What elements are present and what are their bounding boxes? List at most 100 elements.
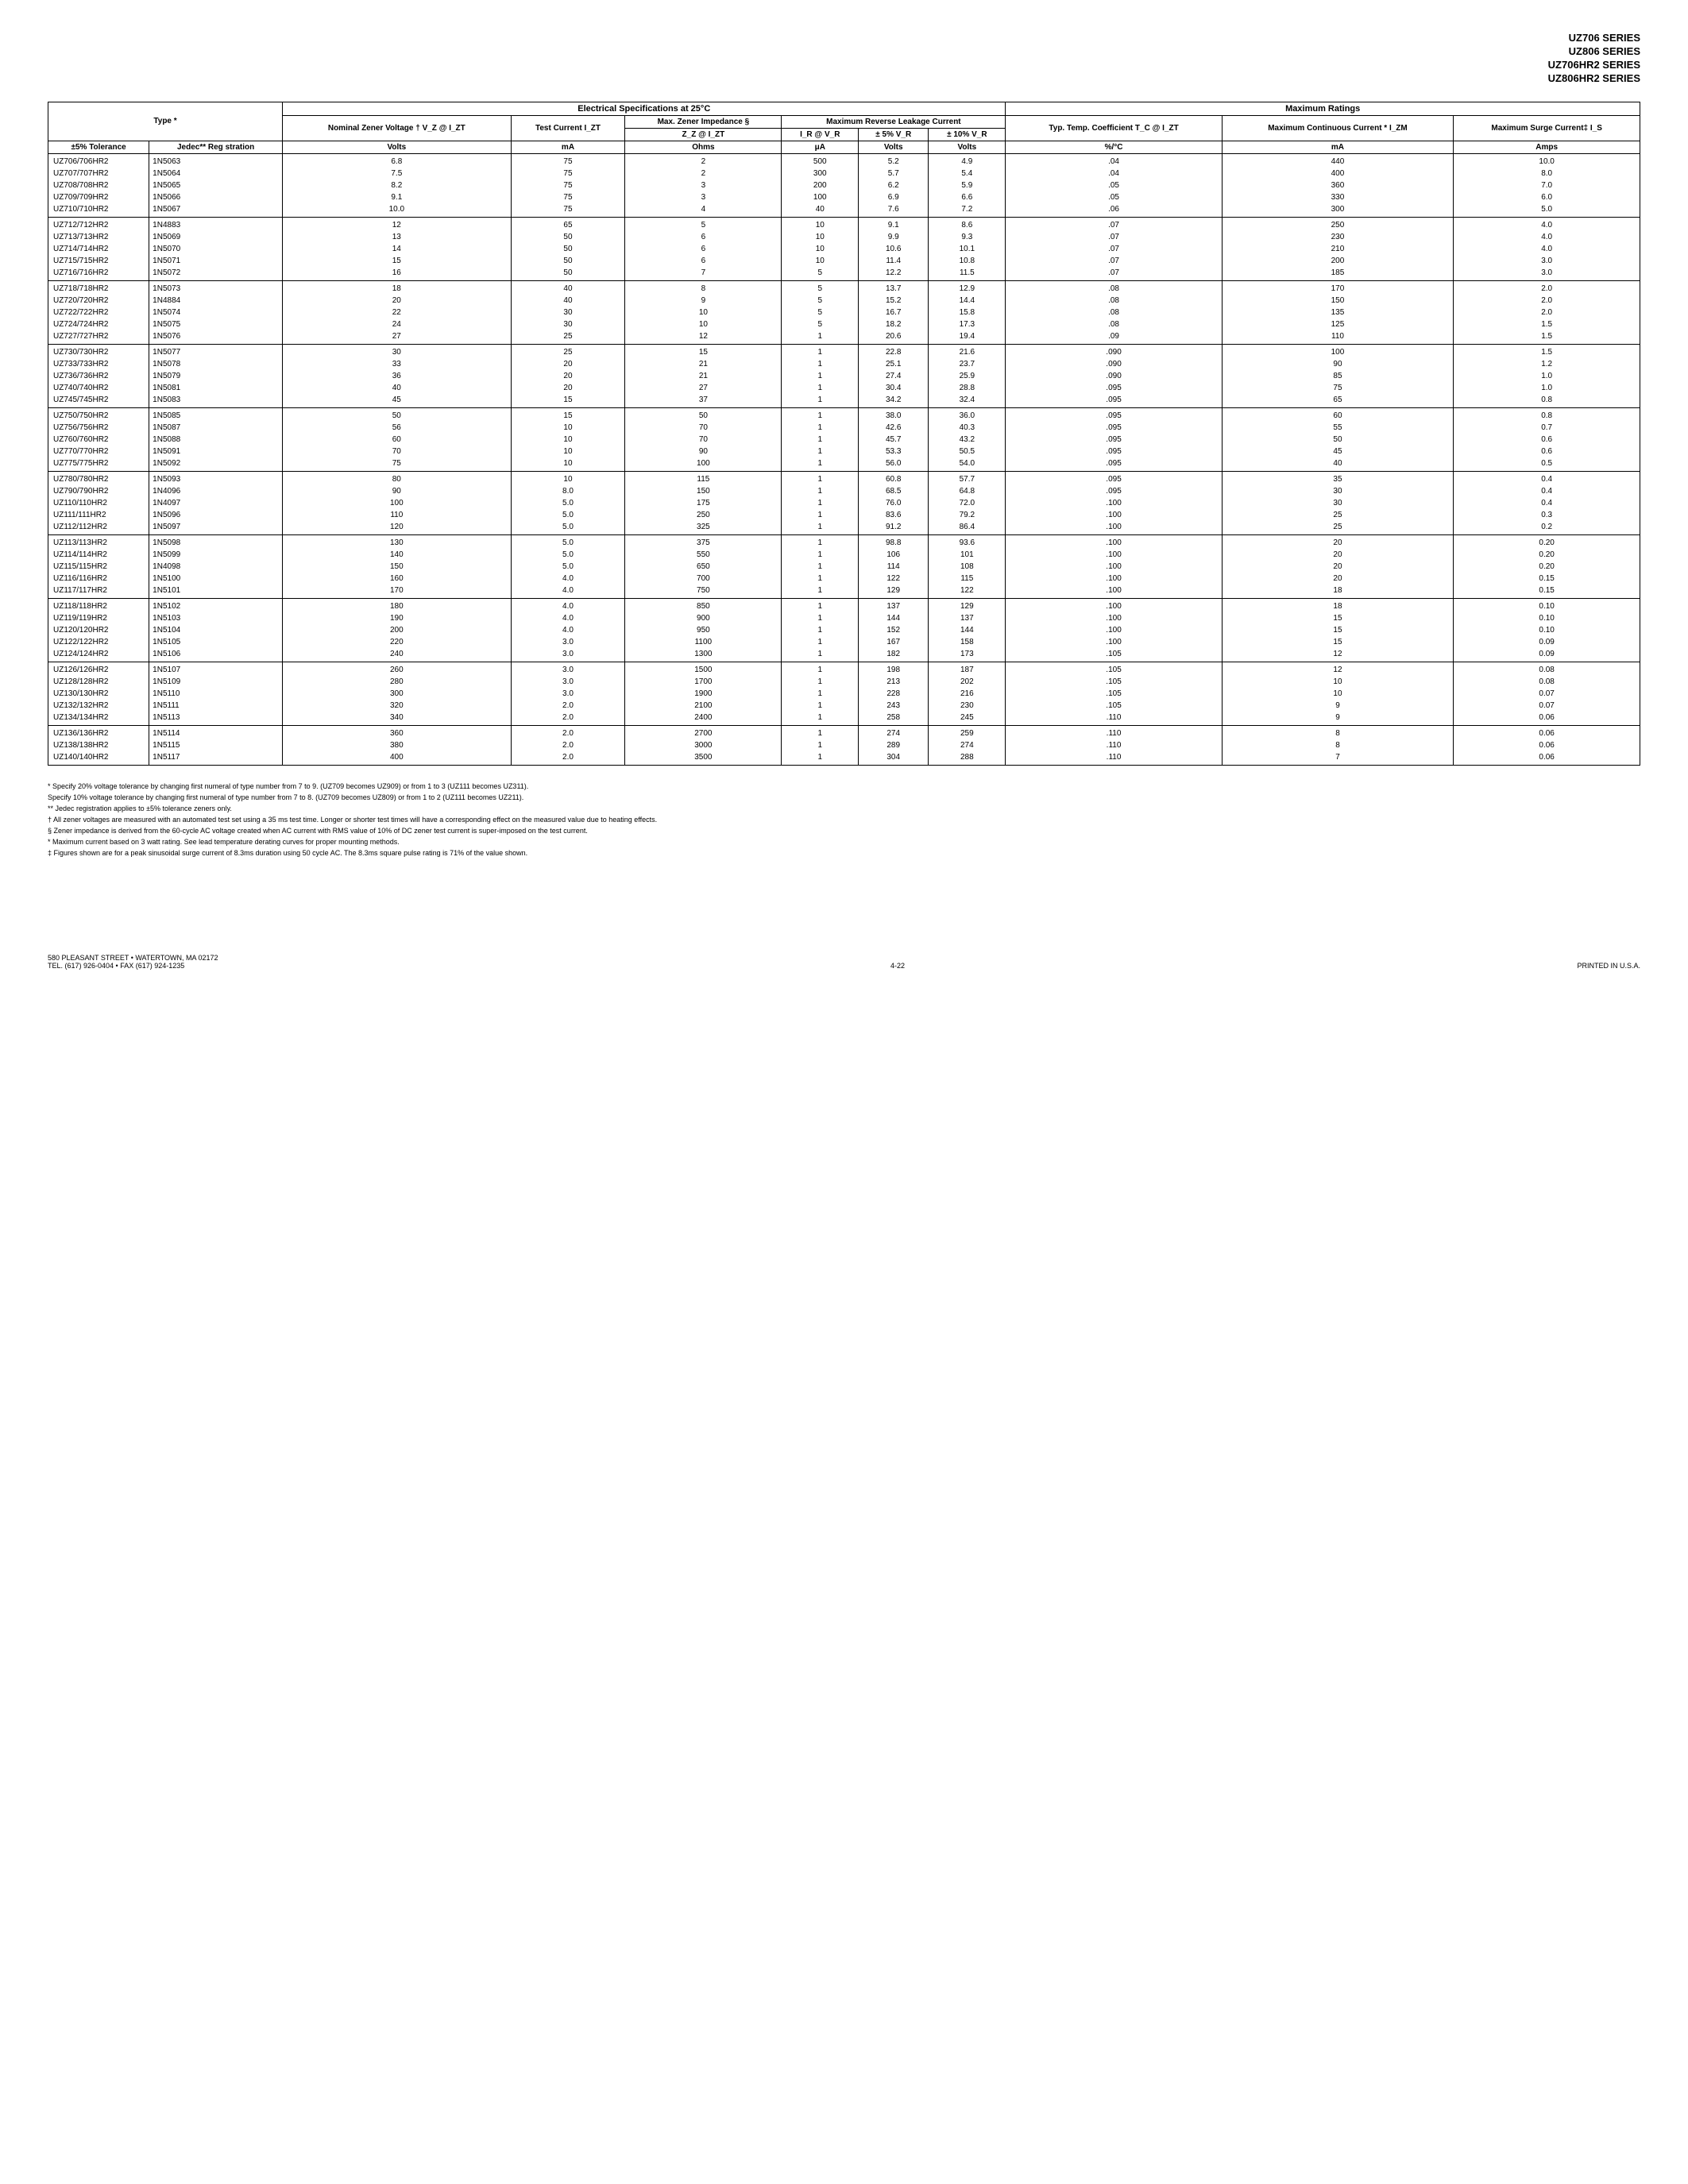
table-cell: 75: [1222, 382, 1454, 394]
table-cell: 7.0: [1454, 179, 1640, 191]
table-cell: 1N5099: [149, 549, 283, 561]
table-cell: 3: [625, 191, 782, 203]
table-cell: UZ707/707HR2: [48, 168, 149, 179]
col-impedance: Max. Zener Impedance §: [625, 115, 782, 128]
table-cell: 25.1: [859, 358, 929, 370]
elec-spec-header: Electrical Specifications at 25°C: [283, 102, 1006, 115]
table-cell: .105: [1006, 662, 1222, 676]
table-cell: 22.8: [859, 344, 929, 358]
table-cell: 8.2: [283, 179, 511, 191]
table-cell: 340: [283, 712, 511, 726]
table-cell: 56.0: [859, 457, 929, 472]
table-cell: .110: [1006, 712, 1222, 726]
table-row: UZ126/126HR21N51072603.015001198187.1051…: [48, 662, 1640, 676]
table-cell: 54.0: [929, 457, 1006, 472]
table-cell: .07: [1006, 243, 1222, 255]
table-row: UZ111/111HR21N50961105.0250183.679.2.100…: [48, 509, 1640, 521]
col-tempco: Typ. Temp. Coefficient T_C @ I_ZT: [1006, 115, 1222, 141]
table-cell: 70: [283, 446, 511, 457]
table-cell: 1: [782, 585, 859, 599]
table-cell: 1300: [625, 648, 782, 662]
table-row: UZ115/115HR21N40981505.06501114108.10020…: [48, 561, 1640, 573]
table-cell: 0.7: [1454, 422, 1640, 434]
table-row: UZ720/720HR21N488420409515.214.4.081502.…: [48, 295, 1640, 307]
table-cell: 85: [1222, 370, 1454, 382]
table-cell: 90: [1222, 358, 1454, 370]
table-cell: UZ138/138HR2: [48, 739, 149, 751]
table-cell: 1N5077: [149, 344, 283, 358]
table-cell: UZ119/119HR2: [48, 612, 149, 624]
table-cell: 1N5092: [149, 457, 283, 472]
table-cell: 1N5093: [149, 471, 283, 485]
table-cell: 1N5075: [149, 318, 283, 330]
table-cell: 173: [929, 648, 1006, 662]
table-cell: 45: [283, 394, 511, 408]
table-cell: 1N5105: [149, 636, 283, 648]
table-cell: 650: [625, 561, 782, 573]
col-max-cont: Maximum Continuous Current * I_ZM: [1222, 115, 1454, 141]
table-cell: 2.0: [1454, 295, 1640, 307]
table-cell: 152: [859, 624, 929, 636]
table-cell: 1N5111: [149, 700, 283, 712]
table-cell: 20: [511, 382, 625, 394]
table-cell: 2.0: [511, 700, 625, 712]
table-cell: 1N5067: [149, 203, 283, 218]
table-row: UZ710/710HR21N506710.0754407.67.2.063005…: [48, 203, 1640, 218]
table-cell: .07: [1006, 217, 1222, 231]
table-cell: 0.6: [1454, 446, 1640, 457]
table-cell: 1: [782, 648, 859, 662]
table-cell: 500: [782, 153, 859, 168]
table-cell: 280: [283, 676, 511, 688]
table-cell: 42.6: [859, 422, 929, 434]
table-cell: .100: [1006, 497, 1222, 509]
table-cell: 15: [625, 344, 782, 358]
table-cell: 1N5087: [149, 422, 283, 434]
table-cell: .095: [1006, 382, 1222, 394]
table-row: UZ118/118HR21N51021804.08501137129.10018…: [48, 598, 1640, 612]
table-cell: 274: [859, 725, 929, 739]
table-cell: 15.8: [929, 307, 1006, 318]
table-cell: 0.3: [1454, 509, 1640, 521]
unit-amps: Amps: [1454, 141, 1640, 153]
table-cell: 64.8: [929, 485, 1006, 497]
series-header: UZ706 SERIES UZ806 SERIES UZ706HR2 SERIE…: [48, 32, 1640, 86]
table-cell: 76.0: [859, 497, 929, 509]
table-cell: 0.07: [1454, 700, 1640, 712]
unit-ma: mA: [511, 141, 625, 153]
table-cell: 100: [1222, 344, 1454, 358]
table-cell: 1: [782, 521, 859, 535]
table-cell: 3.0: [511, 662, 625, 676]
table-cell: 325: [625, 521, 782, 535]
table-cell: 10.8: [929, 255, 1006, 267]
table-cell: 440: [1222, 153, 1454, 168]
table-row: UZ724/724HR21N5075243010518.217.3.081251…: [48, 318, 1640, 330]
table-cell: UZ126/126HR2: [48, 662, 149, 676]
table-cell: .06: [1006, 203, 1222, 218]
table-cell: 1: [782, 344, 859, 358]
table-cell: 40: [511, 280, 625, 295]
table-cell: 13.7: [859, 280, 929, 295]
table-cell: 1N5088: [149, 434, 283, 446]
table-cell: 12: [1222, 662, 1454, 676]
table-cell: 38.0: [859, 407, 929, 422]
table-cell: 108: [929, 561, 1006, 573]
table-cell: 1N5115: [149, 739, 283, 751]
table-cell: 10: [1222, 676, 1454, 688]
table-cell: 1N4098: [149, 561, 283, 573]
table-cell: 28.8: [929, 382, 1006, 394]
table-cell: 330: [1222, 191, 1454, 203]
table-cell: 15: [511, 394, 625, 408]
table-cell: 23.7: [929, 358, 1006, 370]
table-cell: .100: [1006, 585, 1222, 599]
table-cell: 1N5103: [149, 612, 283, 624]
table-cell: 400: [283, 751, 511, 766]
table-cell: 86.4: [929, 521, 1006, 535]
table-row: UZ117/117HR21N51011704.07501129122.10018…: [48, 585, 1640, 599]
table-cell: 1N5096: [149, 509, 283, 521]
table-cell: 4.0: [1454, 217, 1640, 231]
table-row: UZ730/730HR21N5077302515122.821.6.090100…: [48, 344, 1640, 358]
table-cell: 115: [929, 573, 1006, 585]
col-jedec: Jedec** Reg stration: [149, 141, 283, 153]
table-cell: 40: [283, 382, 511, 394]
table-cell: 21: [625, 370, 782, 382]
